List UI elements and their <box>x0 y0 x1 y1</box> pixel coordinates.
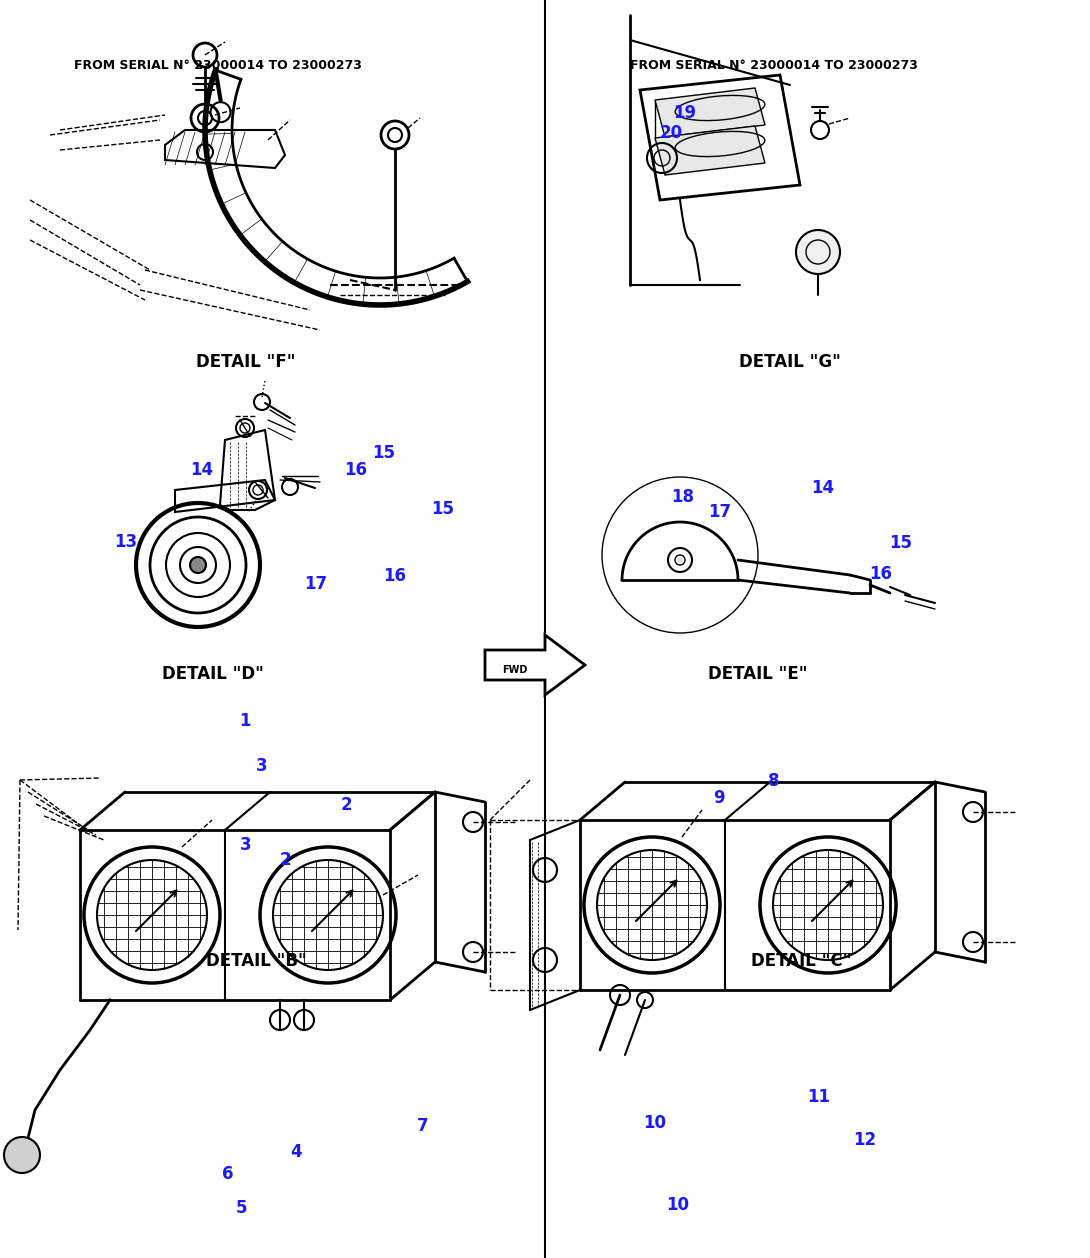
Text: FROM SERIAL N° 23000014 TO 23000273: FROM SERIAL N° 23000014 TO 23000273 <box>630 59 918 72</box>
Text: 17: 17 <box>304 575 328 593</box>
Text: 3: 3 <box>240 837 251 854</box>
Text: 6: 6 <box>222 1165 233 1183</box>
Text: 12: 12 <box>852 1131 876 1149</box>
Text: 16: 16 <box>383 567 407 585</box>
Text: 13: 13 <box>113 533 137 551</box>
Text: 5: 5 <box>237 1199 247 1216</box>
Circle shape <box>796 230 840 274</box>
Circle shape <box>4 1137 40 1172</box>
Text: 10: 10 <box>643 1115 667 1132</box>
Text: DETAIL "F": DETAIL "F" <box>195 353 295 371</box>
Text: 15: 15 <box>372 444 396 462</box>
Text: 18: 18 <box>670 488 694 506</box>
Polygon shape <box>655 88 765 137</box>
Text: 2: 2 <box>341 796 352 814</box>
Text: 7: 7 <box>417 1117 428 1135</box>
Text: 11: 11 <box>807 1088 831 1106</box>
Text: FROM SERIAL N° 23000014 TO 23000273: FROM SERIAL N° 23000014 TO 23000273 <box>74 59 362 72</box>
Text: DETAIL "G": DETAIL "G" <box>739 353 841 371</box>
Circle shape <box>190 557 206 572</box>
Text: 16: 16 <box>869 565 893 582</box>
Text: FWD: FWD <box>502 665 528 676</box>
Text: 20: 20 <box>659 125 683 142</box>
Text: 14: 14 <box>190 462 214 479</box>
Text: 19: 19 <box>673 104 697 122</box>
Text: 17: 17 <box>707 503 731 521</box>
Text: 14: 14 <box>811 479 835 497</box>
Text: 4: 4 <box>291 1144 302 1161</box>
Text: 3: 3 <box>256 757 267 775</box>
Text: DETAIL "E": DETAIL "E" <box>707 665 808 683</box>
Text: DETAIL "D": DETAIL "D" <box>161 665 264 683</box>
Text: 16: 16 <box>343 462 367 479</box>
Polygon shape <box>655 126 765 175</box>
Text: 2: 2 <box>280 852 291 869</box>
Text: 8: 8 <box>768 772 779 790</box>
Polygon shape <box>485 635 585 694</box>
Text: 15: 15 <box>431 501 455 518</box>
Text: DETAIL "C": DETAIL "C" <box>751 952 851 970</box>
Text: 1: 1 <box>240 712 251 730</box>
Text: DETAIL "B": DETAIL "B" <box>206 952 306 970</box>
Text: 10: 10 <box>666 1196 690 1214</box>
Text: 15: 15 <box>888 535 912 552</box>
Text: 9: 9 <box>714 789 725 806</box>
